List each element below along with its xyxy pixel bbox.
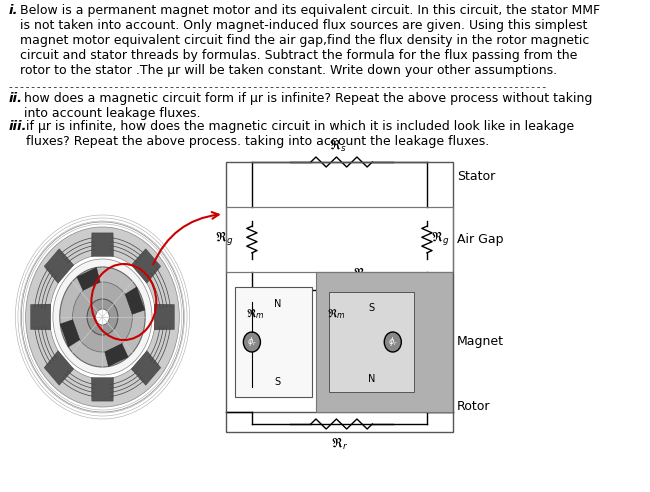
Text: N: N <box>274 299 281 309</box>
Text: how does a magnetic circuit form if μr is infinite? Repeat the above process wit: how does a magnetic circuit form if μr i… <box>24 92 592 120</box>
Text: Rotor: Rotor <box>457 400 490 413</box>
Bar <box>235 287 311 397</box>
Text: ii.: ii. <box>8 92 23 105</box>
Circle shape <box>87 299 118 335</box>
Bar <box>226 162 452 432</box>
Text: $\phi_r$: $\phi_r$ <box>247 336 257 348</box>
Circle shape <box>96 309 109 325</box>
Text: Air Gap: Air Gap <box>457 233 503 246</box>
Text: Below is a permanent magnet motor and its equivalent circuit. In this circuit, t: Below is a permanent magnet motor and it… <box>21 4 601 77</box>
Text: S: S <box>369 303 374 313</box>
Text: $\mathfrak{R}_g$: $\mathfrak{R}_g$ <box>215 230 233 248</box>
Polygon shape <box>44 249 73 283</box>
Text: iii.: iii. <box>8 120 27 133</box>
Text: i.: i. <box>8 4 18 17</box>
Circle shape <box>25 227 179 407</box>
Polygon shape <box>125 287 145 314</box>
Text: S: S <box>274 377 281 387</box>
Text: Stator: Stator <box>457 170 495 183</box>
Text: $\mathfrak{R}_i$: $\mathfrak{R}_i$ <box>352 266 368 282</box>
Circle shape <box>243 332 261 352</box>
Polygon shape <box>92 378 114 401</box>
Polygon shape <box>105 343 128 367</box>
Text: Magnet: Magnet <box>457 336 504 348</box>
Polygon shape <box>31 304 51 330</box>
Circle shape <box>53 259 152 375</box>
Polygon shape <box>44 351 73 385</box>
Bar <box>226 207 452 272</box>
Circle shape <box>384 332 401 352</box>
Text: $\mathfrak{R}_s$: $\mathfrak{R}_s$ <box>328 138 346 154</box>
Polygon shape <box>60 320 80 347</box>
Text: N: N <box>368 374 375 384</box>
Polygon shape <box>77 268 100 290</box>
Polygon shape <box>154 304 174 330</box>
Text: $\mathfrak{R}_g$: $\mathfrak{R}_g$ <box>431 230 450 248</box>
Polygon shape <box>131 249 161 283</box>
Text: $\phi_r$: $\phi_r$ <box>387 336 398 348</box>
Circle shape <box>49 255 155 379</box>
Polygon shape <box>131 351 161 385</box>
Bar <box>329 292 414 392</box>
Text: $\mathfrak{R}_m$: $\mathfrak{R}_m$ <box>327 307 346 321</box>
Text: $\mathfrak{R}_r$: $\mathfrak{R}_r$ <box>332 436 348 452</box>
Circle shape <box>60 267 145 367</box>
Text: if μr is infinite, how does the magnetic circuit in which it is included look li: if μr is infinite, how does the magnetic… <box>25 120 574 148</box>
Bar <box>316 272 452 412</box>
Circle shape <box>73 282 133 352</box>
FancyArrowPatch shape <box>153 212 218 264</box>
Polygon shape <box>92 233 114 256</box>
Text: $\mathfrak{R}_m$: $\mathfrak{R}_m$ <box>246 307 265 321</box>
